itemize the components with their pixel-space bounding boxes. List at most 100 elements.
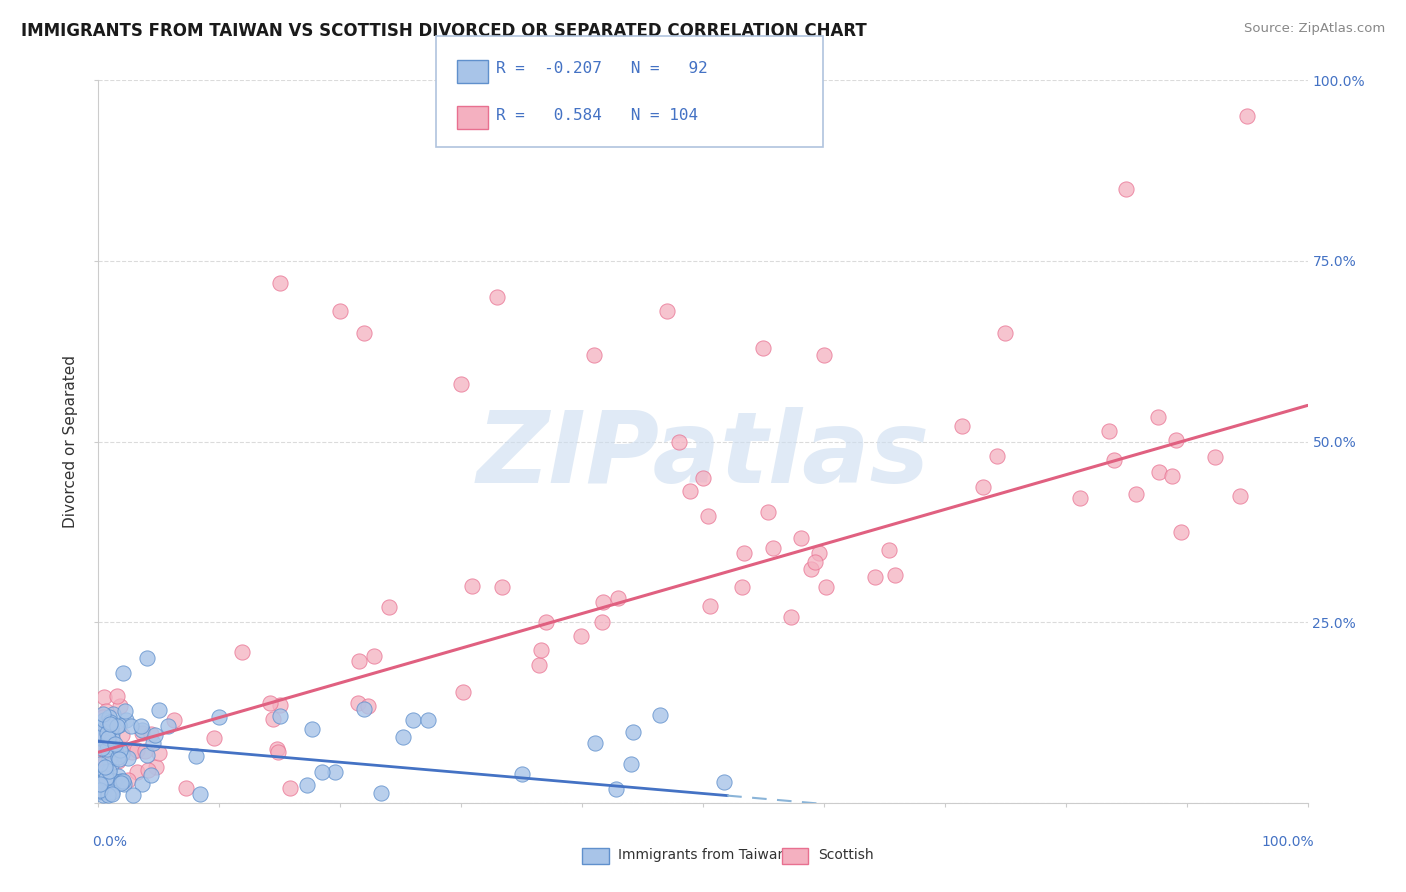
Point <box>311 764 333 779</box>
Point <box>105 689 128 703</box>
Point <box>98 752 121 766</box>
Bar <box>582 848 609 864</box>
Point <box>134 744 156 758</box>
Point <box>756 505 779 519</box>
Point <box>89 783 111 797</box>
Point <box>269 709 291 723</box>
Point <box>752 341 775 355</box>
Point <box>184 748 207 763</box>
Point <box>131 725 153 739</box>
Point <box>353 326 375 340</box>
Point <box>94 764 117 779</box>
Point <box>93 717 115 731</box>
Point <box>89 731 111 746</box>
Point <box>994 326 1017 340</box>
Point <box>125 742 148 756</box>
Point <box>98 774 121 789</box>
Point <box>510 767 533 781</box>
Point <box>111 728 134 742</box>
Point <box>96 737 118 751</box>
Point <box>98 715 121 730</box>
Point <box>668 434 690 449</box>
Point <box>131 777 153 791</box>
Point <box>89 777 111 791</box>
Point <box>619 757 641 772</box>
Point <box>323 765 346 780</box>
Point <box>1147 410 1170 425</box>
Point <box>101 787 124 801</box>
Point <box>94 755 117 769</box>
Point <box>883 567 905 582</box>
Bar <box>782 848 808 864</box>
Point <box>110 774 132 789</box>
Point <box>93 690 115 705</box>
Point <box>347 696 370 710</box>
Point <box>110 775 132 789</box>
Point <box>278 781 301 796</box>
Point <box>269 698 291 713</box>
Point <box>91 740 114 755</box>
Point <box>370 786 392 800</box>
Point <box>145 760 167 774</box>
Point <box>461 579 484 593</box>
Point <box>1147 465 1170 479</box>
Point <box>93 713 115 727</box>
Point <box>780 610 803 624</box>
Point <box>813 348 835 362</box>
Point <box>97 785 120 799</box>
Point <box>97 788 120 802</box>
Point <box>808 546 831 560</box>
Point <box>90 769 112 783</box>
Point <box>1098 425 1121 439</box>
Point <box>1236 110 1258 124</box>
Point <box>530 643 553 657</box>
Point <box>266 742 288 756</box>
Point <box>1204 450 1226 464</box>
Point <box>301 722 323 736</box>
Point <box>950 418 973 433</box>
Y-axis label: Divorced or Separated: Divorced or Separated <box>63 355 79 528</box>
Text: 0.0%: 0.0% <box>93 835 128 849</box>
Text: ZIPatlas: ZIPatlas <box>477 408 929 505</box>
Point <box>117 772 139 787</box>
Point <box>107 750 129 764</box>
Point <box>491 581 513 595</box>
Point <box>1170 524 1192 539</box>
Point <box>108 743 131 757</box>
Point <box>1160 468 1182 483</box>
Point <box>262 712 284 726</box>
Point <box>156 719 179 733</box>
Point <box>583 736 606 750</box>
Point <box>142 736 165 750</box>
Text: R =   0.584   N = 104: R = 0.584 N = 104 <box>496 109 699 123</box>
Point <box>267 745 290 759</box>
Point <box>148 746 170 760</box>
Point <box>104 741 127 756</box>
Point <box>135 651 157 665</box>
Point <box>879 543 901 558</box>
Point <box>363 648 385 663</box>
Point <box>357 699 380 714</box>
Point <box>269 276 291 290</box>
Point <box>295 778 318 792</box>
Point <box>107 769 129 783</box>
Text: IMMIGRANTS FROM TAIWAN VS SCOTTISH DIVORCED OR SEPARATED CORRELATION CHART: IMMIGRANTS FROM TAIWAN VS SCOTTISH DIVOR… <box>21 22 868 40</box>
Point <box>115 713 138 727</box>
Point <box>416 713 439 727</box>
Point <box>259 696 281 710</box>
Point <box>121 788 143 802</box>
Point <box>1115 182 1137 196</box>
Point <box>733 545 755 559</box>
Point <box>972 480 994 494</box>
Point <box>101 785 124 799</box>
Point <box>108 751 131 765</box>
Point <box>108 718 131 732</box>
Point <box>96 742 118 756</box>
Point <box>121 745 143 759</box>
Point <box>114 704 136 718</box>
Point <box>679 483 702 498</box>
Point <box>110 744 132 758</box>
Point <box>105 718 128 732</box>
Point <box>136 748 159 763</box>
Text: Scottish: Scottish <box>818 847 873 862</box>
